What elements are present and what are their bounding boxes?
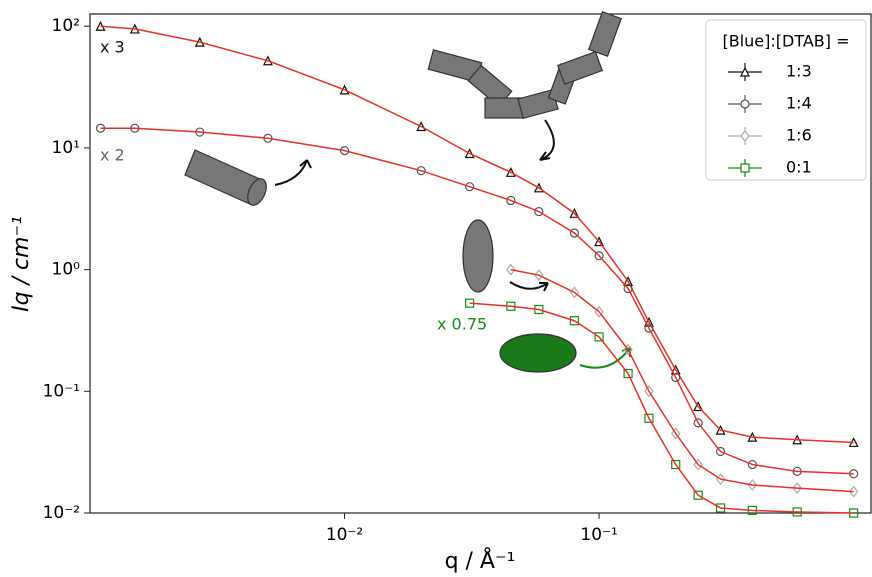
plot-frame <box>89 13 872 514</box>
data-point <box>693 458 703 471</box>
data-point <box>505 166 516 177</box>
x-tick-label: 10⁻² <box>326 525 363 545</box>
legend-title: [Blue]:[DTAB] = <box>722 32 849 51</box>
data-point <box>644 323 654 333</box>
data-point <box>644 413 654 423</box>
data-point <box>715 446 726 457</box>
worm-chain <box>427 11 623 120</box>
arrow <box>539 119 555 161</box>
legend-marker <box>740 99 750 109</box>
data-point <box>693 401 704 412</box>
data-point <box>569 316 580 326</box>
data-point <box>534 269 544 282</box>
legend-label: 1:4 <box>786 94 812 113</box>
data-point <box>416 121 427 132</box>
data-point <box>465 182 475 192</box>
annotation: x 0.75 <box>437 315 487 334</box>
data-point <box>594 251 604 261</box>
fit-line <box>510 268 854 493</box>
y-tick-label: 10⁻¹ <box>43 381 80 401</box>
legend-marker <box>740 130 750 142</box>
data-point <box>594 236 605 247</box>
legend-label: 1:3 <box>786 62 812 81</box>
y-tick-label: 10¹ <box>52 138 80 158</box>
data-point <box>533 182 544 193</box>
data-point <box>534 206 544 217</box>
legend-label: 1:6 <box>786 126 812 145</box>
ellipsoid <box>462 219 494 293</box>
x-tick-label: 10⁻¹ <box>580 525 617 545</box>
data-point <box>506 263 516 276</box>
data-point <box>671 459 681 470</box>
arrow <box>579 347 631 369</box>
x-axis-label: q / Å⁻¹ <box>445 547 516 573</box>
legend-marker <box>740 66 750 77</box>
arrow <box>509 281 549 292</box>
data-point <box>848 485 859 498</box>
data-point <box>792 482 802 495</box>
annotation: x 2 <box>100 146 125 165</box>
data-point <box>644 385 654 398</box>
data-point <box>569 207 580 218</box>
data-point <box>623 368 633 379</box>
y-tick-label: 10² <box>52 16 80 36</box>
data-point <box>594 332 604 342</box>
data-point <box>693 490 703 500</box>
y-tick-label: 10⁻² <box>43 503 80 523</box>
y-tick-label: 10⁰ <box>52 260 81 280</box>
data-point <box>464 148 475 159</box>
annotation: x 3 <box>100 38 125 57</box>
data-point <box>747 478 758 491</box>
legend-marker <box>740 163 750 173</box>
cylinder <box>184 149 267 206</box>
legend-label: 0:1 <box>786 158 812 177</box>
fit-line <box>100 127 854 475</box>
data-point <box>671 372 681 383</box>
fit-line <box>469 302 854 514</box>
data-point <box>506 195 516 206</box>
y-axis-label: Iq / cm⁻¹ <box>9 216 34 312</box>
data-point <box>416 166 426 176</box>
arrow <box>274 159 312 186</box>
data-point <box>623 283 633 294</box>
illustrations <box>184 11 623 373</box>
data-point <box>643 316 654 327</box>
green-ellipsoid <box>499 333 577 373</box>
data-point <box>670 427 681 440</box>
data-point <box>623 343 633 356</box>
fit-line <box>100 25 854 444</box>
data-point <box>623 276 634 287</box>
data-point <box>569 228 580 238</box>
data-point <box>693 418 703 428</box>
